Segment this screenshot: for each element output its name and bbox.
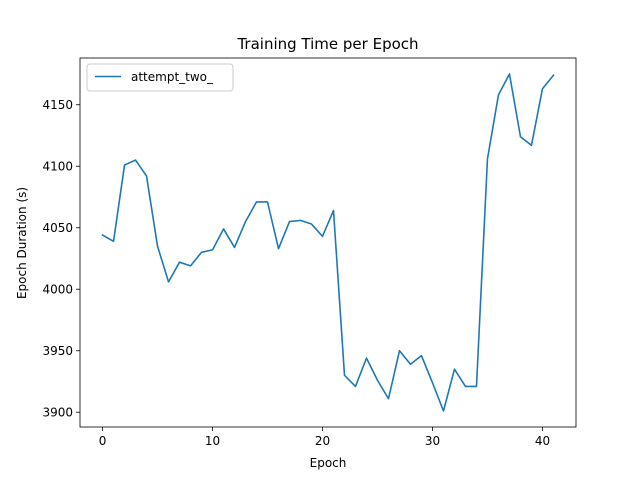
y-tick-label: 4100	[42, 160, 73, 174]
y-tick-label: 4150	[42, 98, 73, 112]
x-tick-label: 10	[205, 434, 220, 448]
x-tick-label: 20	[315, 434, 330, 448]
y-tick-label: 3950	[42, 344, 73, 358]
y-axis: 3900 3950 4000 4050 4100 4150	[42, 98, 80, 420]
x-tick-label: 30	[425, 434, 440, 448]
legend-entry-label: attempt_two_	[131, 70, 214, 84]
chart-title: Training Time per Epoch	[236, 35, 418, 53]
y-tick-label: 4050	[42, 221, 73, 235]
x-tick-label: 40	[535, 434, 550, 448]
plot-area	[79, 57, 577, 428]
legend-box	[86, 63, 234, 92]
plot-frame	[79, 57, 577, 428]
x-axis: 0 10 20 30 40	[99, 427, 550, 448]
y-tick-label: 3900	[42, 406, 73, 420]
series-line	[101, 73, 555, 412]
x-axis-label: Epoch	[310, 456, 347, 470]
y-axis-label: Epoch Duration (s)	[15, 187, 29, 299]
series-layer	[101, 73, 555, 412]
x-tick-label: 0	[99, 434, 107, 448]
y-tick-label: 4000	[42, 283, 73, 297]
legend: attempt_two_	[86, 63, 234, 92]
